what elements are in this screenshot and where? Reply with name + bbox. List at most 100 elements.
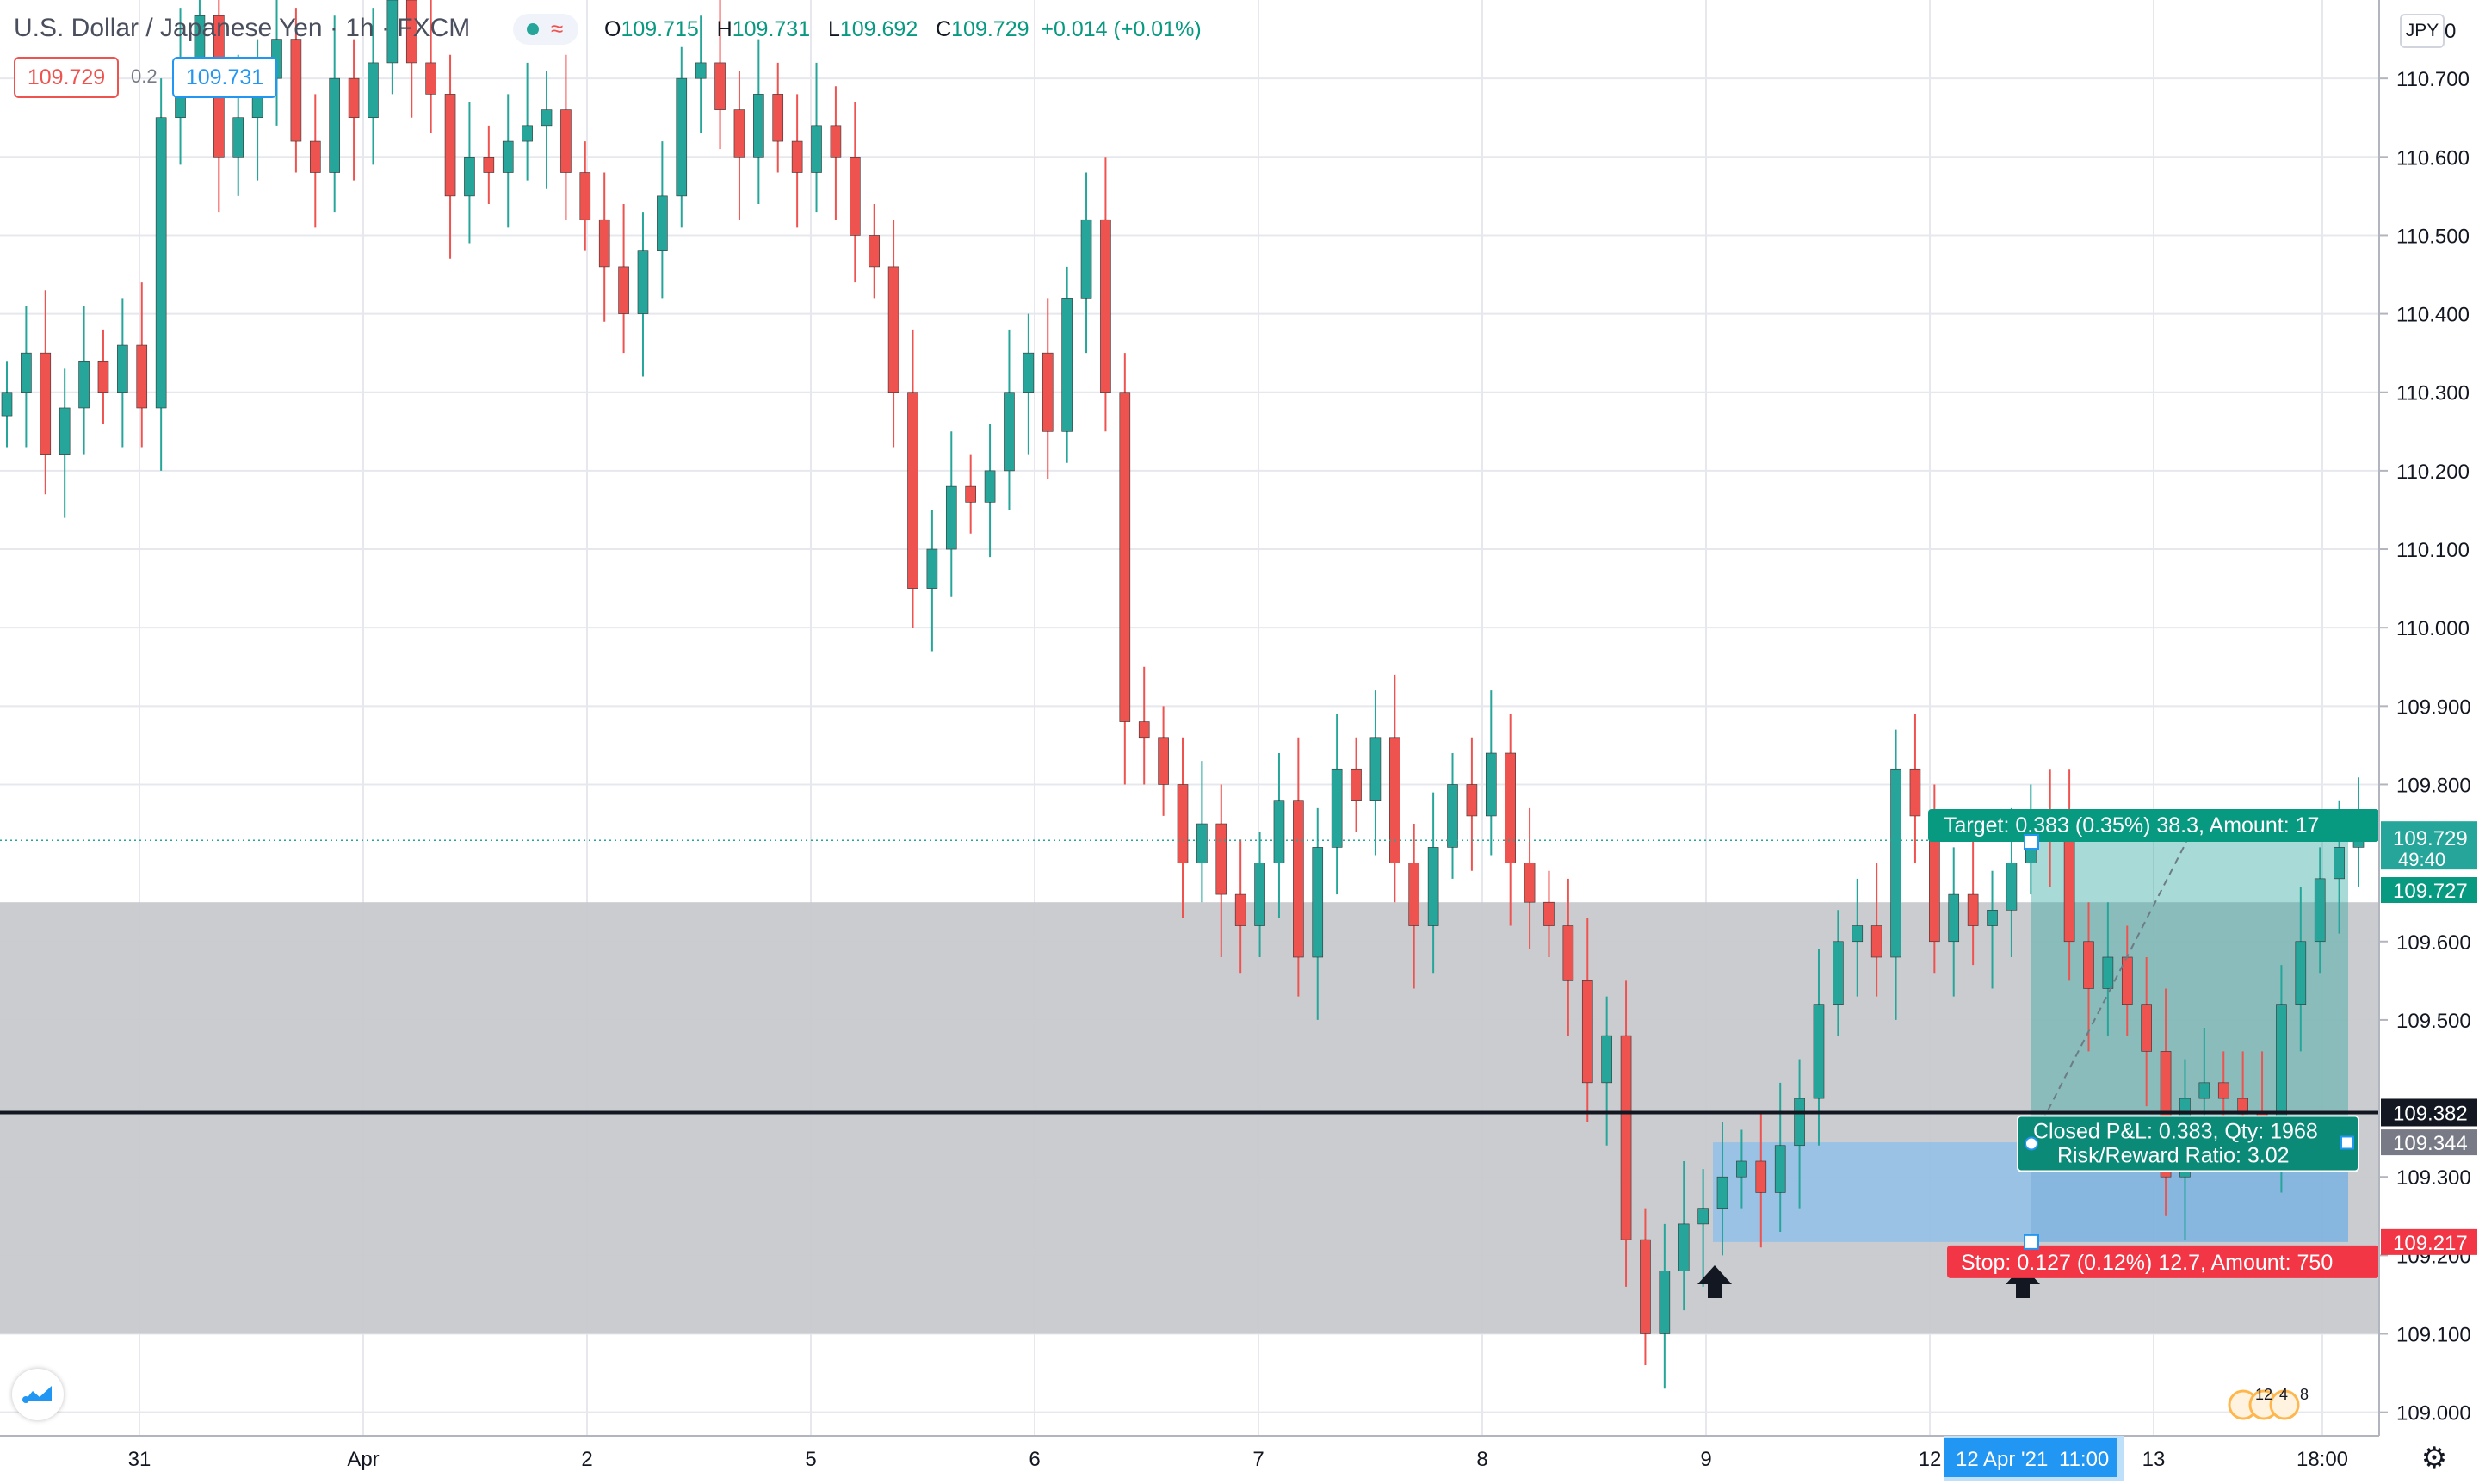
candle-body — [1447, 784, 1458, 848]
candle-body — [348, 77, 360, 119]
price-tick-label: 110.300 — [2396, 382, 2470, 405]
open-value: 109.715 — [621, 17, 699, 41]
position-trajectory-line — [2031, 841, 2187, 1143]
candle-body — [1331, 768, 1343, 848]
candle-body — [1138, 721, 1150, 739]
candle-body — [309, 140, 321, 173]
candle-body — [676, 77, 688, 197]
pnl-handle-left[interactable] — [2025, 1136, 2038, 1151]
candle-body — [1909, 768, 1921, 817]
price-tick-label: 109.600 — [2396, 931, 2471, 955]
target-label[interactable]: Target: 0.383 (0.35%) 38.3, Amount: 17 — [1928, 809, 2379, 843]
target-text: Target: 0.383 (0.35%) 38.3, Amount: 17 — [1944, 813, 2319, 838]
candle-body — [811, 125, 822, 173]
pnl-handle-right[interactable] — [2340, 1135, 2354, 1150]
stop-label[interactable]: Stop: 0.127 (0.12%) 12.7, Amount: 750 — [1947, 1245, 2379, 1278]
price-tick-label: 109.100 — [2396, 1324, 2471, 1347]
target-handle[interactable] — [2024, 834, 2039, 850]
buy-button[interactable]: 109.731 — [172, 57, 277, 98]
candle-body — [2063, 831, 2075, 943]
candle-body — [753, 94, 764, 158]
svg-text:109.729: 109.729 — [2393, 827, 2468, 850]
price-tick-partial: 0 — [2445, 20, 2456, 43]
candle-body — [21, 352, 32, 393]
candle-body — [1293, 800, 1304, 958]
candle-body — [579, 172, 591, 220]
settings-gear-icon[interactable]: ⚙ — [2420, 1442, 2448, 1475]
close-value: 109.729 — [951, 17, 1029, 41]
svg-text:109.727: 109.727 — [2393, 880, 2468, 903]
candle-body — [232, 117, 244, 158]
candle-body — [1755, 1160, 1767, 1193]
candle-body — [425, 62, 436, 95]
candle-body — [1004, 392, 1015, 472]
time-tick-label: 5 — [805, 1448, 816, 1471]
candle-body — [155, 117, 167, 409]
price-tick-label: 109.500 — [2396, 1010, 2471, 1033]
candle-body — [2121, 956, 2133, 1005]
arrow-up-icon — [1697, 1265, 1732, 1298]
candle-body — [1697, 1208, 1709, 1225]
time-tick-label: 7 — [1252, 1448, 1264, 1471]
candle-body — [1562, 925, 1574, 981]
svg-text:109.344: 109.344 — [2393, 1132, 2468, 1155]
candle-body — [1485, 752, 1497, 817]
price-tick-label: 110.700 — [2396, 68, 2470, 91]
market-status-button[interactable]: ≈ — [513, 14, 578, 45]
currency-button[interactable]: JPY — [2400, 14, 2445, 48]
symbol-title[interactable]: U.S. Dollar / Japanese Yen · 1h · FXCM — [14, 14, 471, 42]
candle-body — [1987, 910, 1998, 926]
candle-body — [1369, 737, 1382, 801]
candle-body — [869, 235, 881, 268]
target-price-label: 109.727 — [2381, 877, 2477, 904]
price-tick-label: 110.100 — [2396, 539, 2470, 562]
candle-body — [1215, 823, 1227, 895]
calendar-events-icon[interactable]: 12 4 8 — [2226, 1386, 2312, 1425]
candle-body — [117, 344, 128, 393]
candle-body — [1640, 1239, 1651, 1334]
time-tick-label: Apr — [347, 1448, 379, 1471]
sell-button[interactable]: 109.729 — [14, 57, 119, 98]
candle-body — [483, 156, 495, 173]
candle-body — [1080, 219, 1092, 299]
candle-body — [965, 485, 976, 503]
candle-body — [405, 0, 417, 64]
candle-body — [329, 77, 340, 173]
svg-text:11:00: 11:00 — [2059, 1448, 2109, 1471]
current-price-label: 109.729 49:40 — [2381, 821, 2477, 870]
candle-body — [97, 360, 109, 393]
candle-body — [1389, 737, 1400, 863]
candle-body — [1234, 893, 1246, 926]
candle-body — [1620, 1035, 1632, 1240]
candle-body — [637, 250, 649, 314]
change-value: +0.014 (+0.01%) — [1041, 17, 1202, 41]
price-tick-label: 109.900 — [2396, 696, 2471, 719]
candle-body — [1736, 1160, 1747, 1178]
pnl-box[interactable]: Closed P&L: 0.383, Qty: 1968 Risk/Reward… — [2017, 1115, 2359, 1172]
time-tick-label: 18:00 — [2297, 1448, 2348, 1471]
candle-body — [984, 470, 996, 503]
candle-body — [1967, 893, 1979, 926]
stop-handle[interactable] — [2024, 1234, 2039, 1250]
candle-body — [618, 266, 629, 314]
tradingview-logo-icon[interactable] — [12, 1369, 64, 1420]
time-tick-label: 9 — [1700, 1448, 1711, 1471]
candle-body — [1524, 863, 1536, 903]
price-tick-label: 110.000 — [2396, 617, 2470, 640]
candle-body — [1427, 847, 1439, 926]
market-open-icon — [527, 23, 539, 35]
price-tick-label: 109.300 — [2396, 1166, 2471, 1190]
candle-body — [887, 266, 899, 393]
candle-body — [464, 156, 475, 197]
candle-body — [1158, 737, 1169, 785]
candle-body — [1466, 784, 1478, 817]
price-axis[interactable]: 0 110.700 110.600 110.500 110.400 110.300 110… — [2378, 0, 2479, 1436]
bar-countdown: 49:40 — [2398, 849, 2445, 870]
time-axis[interactable]: 31 Apr 2 5 6 7 8 9 12 13 18:00 12 Apr '21 11:00 — [0, 1435, 2479, 1484]
candle-body — [2102, 956, 2114, 989]
candles — [1, 0, 2365, 1389]
stop-price-label: 109.217 — [2381, 1228, 2477, 1255]
time-tick-label: 2 — [581, 1448, 592, 1471]
candle-body — [59, 407, 71, 455]
